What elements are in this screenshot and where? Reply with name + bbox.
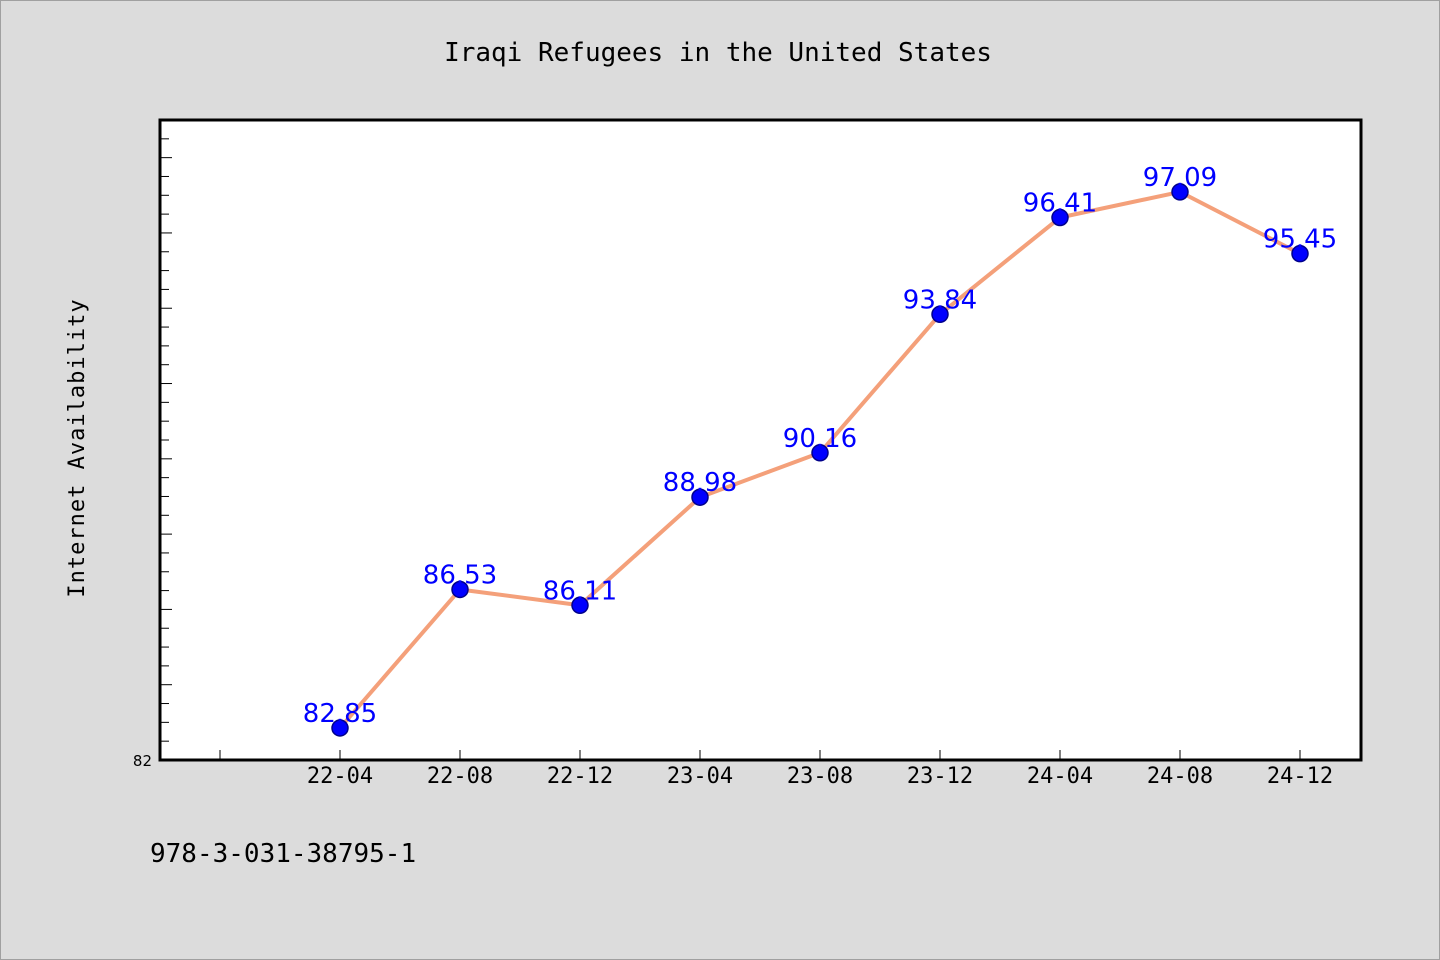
y-axis-label: Internet Availability	[65, 298, 90, 597]
x-tick-label: 22-08	[427, 764, 493, 789]
data-label: 86.11	[543, 576, 617, 606]
plot-area	[158, 118, 1363, 762]
data-point	[691, 488, 709, 506]
data-point	[1171, 183, 1189, 201]
series-group	[331, 183, 1309, 737]
data-point	[1291, 244, 1309, 263]
data-labels-group: 82.85 86.53 86.11 88.98 90.16 93.84 96.41 97.09…	[303, 163, 1337, 729]
x-tick-label: 24-12	[1267, 764, 1333, 789]
data-label: 96.41	[1023, 189, 1097, 219]
data-point	[811, 444, 829, 462]
data-point	[1051, 208, 1069, 227]
x-tick-label: 23-08	[787, 764, 853, 789]
data-label: 90.16	[783, 424, 857, 454]
x-axis-ticks: 22-04 22-08 22-12 23-04 23-08 23-12 24-04 24-08…	[219, 750, 1333, 789]
x-tick-label: 22-12	[547, 764, 613, 789]
data-point	[451, 580, 469, 599]
y-tick-label: 82	[133, 752, 152, 770]
data-point	[571, 596, 589, 615]
x-tick-label: 24-04	[1027, 764, 1093, 789]
x-tick-label: 24-08	[1147, 764, 1213, 789]
chart-title: Iraqi Refugees in the United States	[444, 38, 992, 68]
data-label: 97.09	[1143, 163, 1217, 193]
data-point	[931, 305, 949, 324]
y-axis-ticks: 82	[133, 138, 172, 770]
data-label: 95.45	[1263, 225, 1337, 255]
data-label: 86.53	[423, 560, 497, 590]
x-tick-label: 23-04	[667, 764, 733, 789]
data-label: 88.98	[663, 468, 737, 498]
isbn-footer: 978-3-031-38795-1	[150, 839, 416, 869]
x-tick-label: 23-12	[907, 764, 973, 789]
data-label: 93.84	[903, 285, 977, 315]
data-label: 82.85	[303, 699, 377, 729]
x-tick-label: 22-04	[307, 764, 373, 789]
data-point	[331, 719, 349, 737]
